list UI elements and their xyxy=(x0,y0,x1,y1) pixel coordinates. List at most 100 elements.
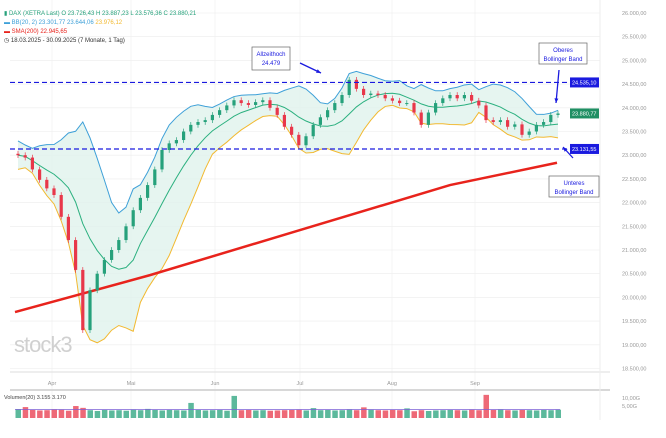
lower-band-annotation-text: Unteres xyxy=(563,181,584,187)
bollinger-upper-line xyxy=(17,70,559,214)
clock-icon: ◷ xyxy=(4,38,11,44)
volume-bar xyxy=(519,409,525,418)
volume-bar xyxy=(281,410,288,418)
upper-band-annotation-text: Oberes xyxy=(553,48,573,54)
volume-bar xyxy=(94,410,101,418)
candle xyxy=(218,110,222,115)
volume-bar xyxy=(29,409,36,418)
candle xyxy=(268,100,272,108)
candle xyxy=(441,98,445,104)
volume-bar xyxy=(303,410,309,418)
candle xyxy=(354,79,358,89)
volume-bar xyxy=(404,408,410,418)
y-tick-label: 20.500,00 xyxy=(622,272,646,278)
candle xyxy=(254,102,258,105)
candle xyxy=(189,124,193,132)
volume-bar xyxy=(526,410,533,418)
last-price-tag xyxy=(570,108,599,119)
candle xyxy=(174,140,178,144)
candle xyxy=(196,122,200,125)
volume-bar xyxy=(555,409,561,418)
x-tick-label: Mai xyxy=(127,381,136,387)
volume-bar xyxy=(87,410,93,418)
volume-pane xyxy=(15,394,561,418)
volume-bar xyxy=(231,395,237,418)
candle xyxy=(549,114,553,123)
candle xyxy=(405,103,409,105)
legend-range: ◷ 18.03.2025 - 30.09.2025 (7 Monate, 1 T… xyxy=(4,38,125,44)
y-tick-label: 25.000,00 xyxy=(622,58,646,64)
volume-bar xyxy=(188,402,194,418)
volume-bar xyxy=(433,410,439,418)
candle xyxy=(23,155,27,158)
candle xyxy=(556,113,560,115)
volume-bar xyxy=(476,410,482,418)
candle xyxy=(131,210,135,227)
volume-bar xyxy=(325,409,331,418)
volume-bar xyxy=(73,406,79,418)
volume-bar xyxy=(310,408,317,418)
lower-band-annotation-text: Bollinger Band xyxy=(554,190,593,196)
candle xyxy=(347,79,351,96)
levels: 24.535,10 23.131,55 23.880,77 xyxy=(10,77,600,154)
y-tick-label: 21.000,00 xyxy=(622,248,646,254)
volume-bar xyxy=(116,410,122,418)
candle xyxy=(290,126,294,135)
candle xyxy=(66,216,70,241)
x-tick-label: Apr xyxy=(48,381,57,387)
candle xyxy=(210,114,214,121)
volume-bar xyxy=(58,409,65,418)
candle xyxy=(477,100,481,106)
ath-arrow-icon-head xyxy=(316,69,321,73)
candle xyxy=(182,131,186,141)
volume-tick-label: 5,00G xyxy=(622,404,637,410)
candle xyxy=(52,188,56,196)
candle xyxy=(369,93,373,96)
candle xyxy=(59,195,63,217)
candle xyxy=(383,95,387,99)
x-tick-label: Aug xyxy=(387,381,397,387)
volume-bar xyxy=(152,409,158,418)
y-tick-label: 21.500,00 xyxy=(622,224,646,230)
candle xyxy=(297,134,301,146)
level-tag xyxy=(570,77,599,88)
candle xyxy=(282,114,286,127)
volume-bar xyxy=(425,410,432,418)
candle xyxy=(225,105,229,111)
candle xyxy=(333,103,337,111)
y-tick-label: 22.000,00 xyxy=(622,201,646,207)
candle xyxy=(513,124,517,127)
candle xyxy=(275,107,279,115)
volume-bar xyxy=(382,410,389,418)
volume-bar xyxy=(253,410,259,418)
volume-bar xyxy=(123,410,129,418)
y-tick-label: 23.000,00 xyxy=(622,153,646,159)
candle xyxy=(376,93,380,96)
volume-bar xyxy=(245,409,252,418)
volume-bar xyxy=(109,410,115,418)
volume-bar xyxy=(209,410,216,418)
volume-bar xyxy=(274,410,281,418)
level-tag-label: 24.535,10 xyxy=(572,80,596,86)
x-tick-label: Jul xyxy=(296,381,303,387)
volume-bar xyxy=(15,409,21,418)
volume-bar xyxy=(80,407,86,418)
last-price-label: 23.880,77 xyxy=(572,111,596,117)
candle xyxy=(38,169,42,180)
candle xyxy=(153,169,157,186)
candle xyxy=(74,240,78,270)
candle xyxy=(390,98,394,101)
candle xyxy=(340,95,344,104)
candle xyxy=(110,250,114,260)
volume-bar xyxy=(389,409,396,418)
stock3-logo: stock3 xyxy=(14,332,73,357)
candle xyxy=(203,120,207,123)
volume-bar xyxy=(497,409,504,418)
volume-bar xyxy=(454,410,461,418)
volume-bar xyxy=(548,410,554,418)
volume-bar xyxy=(317,410,324,418)
y-tick-label: 18.500,00 xyxy=(622,367,646,373)
upper-band-annotation-text: Bollinger Band xyxy=(543,57,582,63)
